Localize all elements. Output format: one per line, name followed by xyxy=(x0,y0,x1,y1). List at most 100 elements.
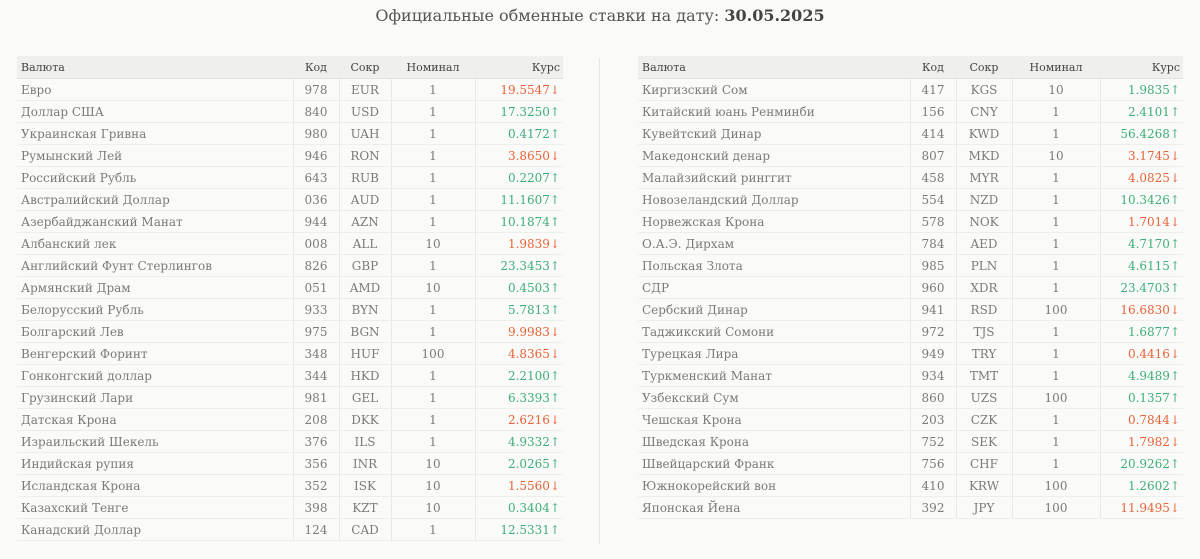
table-row: Польская Злота 985 PLN 1 4.6115↑ xyxy=(638,254,1183,277)
currency-code-cell: 392 xyxy=(909,496,956,519)
table-row: Китайский юань Ренминби 156 CNY 1 2.4101↑ xyxy=(638,100,1183,123)
currency-rate-cell: 0.4503↑ xyxy=(474,276,563,299)
currency-rate-cell: 56.4268↑ xyxy=(1099,122,1183,145)
currency-abbr-cell: RSD xyxy=(955,298,1012,321)
table-header-row: Валюта Код Сокр Номинал Курс xyxy=(638,56,1183,79)
currency-name-cell: Таджикский Сомони xyxy=(638,320,910,343)
currency-nominal-cell: 1 xyxy=(390,364,475,387)
currency-name-cell: О.А.Э. Дирхам xyxy=(638,232,910,255)
table-row: Туркменский Манат 934 TMT 1 4.9489↑ xyxy=(638,364,1183,387)
currency-name-cell: Венгерский Форинт xyxy=(17,342,293,365)
table-row: Казахский Тенге 398 KZT 10 0.3404↑ xyxy=(17,496,563,519)
currency-abbr-cell: AUD xyxy=(338,188,391,211)
currency-abbr-cell: MKD xyxy=(955,144,1012,167)
table-row: Румынский Лей 946 RON 1 3.8650↓ xyxy=(17,144,563,167)
currency-name-cell: Шведская Крона xyxy=(638,430,910,453)
currency-rate-cell: 4.9332↑ xyxy=(474,430,563,453)
currency-rate-cell: 5.7813↑ xyxy=(474,298,563,321)
currency-name-cell: Китайский юань Ренминби xyxy=(638,100,910,123)
currency-rate-cell: 1.9839↓ xyxy=(474,232,563,255)
currency-code-cell: 348 xyxy=(292,342,339,365)
currency-name-cell: Грузинский Лари xyxy=(17,386,293,409)
column-header-code: Код xyxy=(910,56,956,79)
currency-name-cell: Канадский Доллар xyxy=(17,518,293,541)
currency-code-cell: 975 xyxy=(292,320,339,343)
currency-name-cell: Болгарский Лев xyxy=(17,320,293,343)
currency-rate-cell: 2.6216↓ xyxy=(474,408,563,431)
currency-name-cell: Румынский Лей xyxy=(17,144,293,167)
currency-rate-cell: 1.7014↓ xyxy=(1099,210,1183,233)
currency-rate-cell: 3.1745↓ xyxy=(1099,144,1183,167)
currency-rate-cell: 1.2602↑ xyxy=(1099,474,1183,497)
currency-abbr-cell: AZN xyxy=(338,210,391,233)
currency-nominal-cell: 10 xyxy=(390,276,475,299)
currency-rate-cell: 4.0825↓ xyxy=(1099,166,1183,189)
currency-name-cell: Южнокорейский вон xyxy=(638,474,910,497)
currency-rate-cell: 2.4101↑ xyxy=(1099,100,1183,123)
currency-abbr-cell: HKD xyxy=(338,364,391,387)
currency-nominal-cell: 1 xyxy=(1011,254,1100,277)
currency-rate-cell: 0.4172↑ xyxy=(474,122,563,145)
currency-rate-cell: 23.3453↑ xyxy=(474,254,563,277)
currency-nominal-cell: 100 xyxy=(1011,496,1100,519)
currency-nominal-cell: 1 xyxy=(1011,342,1100,365)
currency-nominal-cell: 1 xyxy=(1011,430,1100,453)
currency-nominal-cell: 1 xyxy=(1011,276,1100,299)
rates-table-right-body: Киргизский Сом 417 KGS 10 1.9835↑ Китайский ю… xyxy=(638,78,1183,519)
table-row: Болгарский Лев 975 BGN 1 9.9983↓ xyxy=(17,320,563,343)
currency-name-cell: Сербский Динар xyxy=(638,298,910,321)
currency-name-cell: Македонский денар xyxy=(638,144,910,167)
currency-name-cell: Киргизский Сом xyxy=(638,78,910,101)
currency-name-cell: Гонконгский доллар xyxy=(17,364,293,387)
table-row: Исландская Крона 352 ISK 10 1.5560↓ xyxy=(17,474,563,497)
currency-name-cell: Швейцарский Франк xyxy=(638,452,910,475)
currency-name-cell: Австралийский Доллар xyxy=(17,188,293,211)
currency-abbr-cell: UZS xyxy=(955,386,1012,409)
column-header-rate: Курс xyxy=(1100,56,1183,79)
currency-code-cell: 410 xyxy=(909,474,956,497)
currency-code-cell: 960 xyxy=(909,276,956,299)
table-row: Израильский Шекель 376 ILS 1 4.9332↑ xyxy=(17,430,563,453)
currency-nominal-cell: 1 xyxy=(390,518,475,541)
currency-rate-cell: 16.6830↓ xyxy=(1099,298,1183,321)
currency-rate-cell: 2.0265↑ xyxy=(474,452,563,475)
currency-nominal-cell: 1 xyxy=(390,320,475,343)
currency-abbr-cell: BYN xyxy=(338,298,391,321)
currency-rate-cell: 0.1357↑ xyxy=(1099,386,1183,409)
table-row: Швейцарский Франк 756 CHF 1 20.9262↑ xyxy=(638,452,1183,475)
rates-table-right: Валюта Код Сокр Номинал Курс Киргизский … xyxy=(638,56,1183,519)
currency-code-cell: 643 xyxy=(292,166,339,189)
currency-name-cell: Индийская рупия xyxy=(17,452,293,475)
currency-rate-cell: 1.9835↑ xyxy=(1099,78,1183,101)
currency-code-cell: 944 xyxy=(292,210,339,233)
currency-nominal-cell: 1 xyxy=(390,78,475,101)
currency-code-cell: 203 xyxy=(909,408,956,431)
currency-nominal-cell: 1 xyxy=(390,166,475,189)
currency-code-cell: 985 xyxy=(909,254,956,277)
currency-nominal-cell: 1 xyxy=(390,188,475,211)
table-row: Белорусский Рубль 933 BYN 1 5.7813↑ xyxy=(17,298,563,321)
currency-name-cell: Узбекский Сум xyxy=(638,386,910,409)
currency-name-cell: Датская Крона xyxy=(17,408,293,431)
currency-rate-cell: 0.7844↓ xyxy=(1099,408,1183,431)
currency-name-cell: Кувейтский Динар xyxy=(638,122,910,145)
table-row: Новозеландский Доллар 554 NZD 1 10.3426↑ xyxy=(638,188,1183,211)
currency-rate-cell: 9.9983↓ xyxy=(474,320,563,343)
currency-abbr-cell: TRY xyxy=(955,342,1012,365)
currency-rate-cell: 10.1874↑ xyxy=(474,210,563,233)
currency-code-cell: 352 xyxy=(292,474,339,497)
currency-nominal-cell: 1 xyxy=(390,100,475,123)
currency-rate-cell: 10.3426↑ xyxy=(1099,188,1183,211)
currency-rate-cell: 2.2100↑ xyxy=(474,364,563,387)
currency-nominal-cell: 1 xyxy=(1011,210,1100,233)
currency-abbr-cell: KZT xyxy=(338,496,391,519)
currency-abbr-cell: INR xyxy=(338,452,391,475)
currency-nominal-cell: 100 xyxy=(1011,386,1100,409)
currency-code-cell: 356 xyxy=(292,452,339,475)
currency-rate-cell: 19.5547↓ xyxy=(474,78,563,101)
currency-nominal-cell: 1 xyxy=(1011,320,1100,343)
currency-code-cell: 978 xyxy=(292,78,339,101)
currency-nominal-cell: 1 xyxy=(1011,188,1100,211)
currency-nominal-cell: 1 xyxy=(390,408,475,431)
currency-rate-cell: 12.5331↑ xyxy=(474,518,563,541)
